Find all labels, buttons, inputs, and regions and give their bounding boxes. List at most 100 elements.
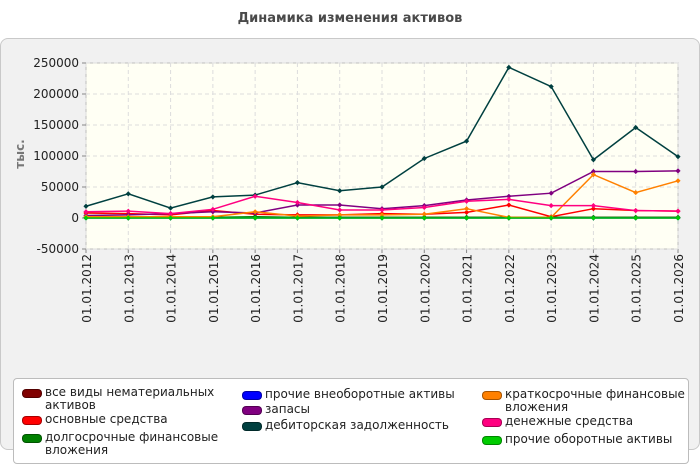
- legend-swatch: [242, 406, 262, 415]
- data-point: [379, 207, 385, 213]
- x-tick-label: 01.01.2013: [122, 254, 136, 323]
- data-point: [421, 204, 427, 211]
- data-point: [675, 154, 681, 160]
- data-point: [379, 215, 385, 221]
- data-point: [463, 209, 470, 216]
- legend-swatch: [482, 436, 502, 445]
- y-tick-label: 50000: [41, 180, 79, 194]
- x-tick-label: 01.01.2012: [80, 254, 94, 323]
- data-point: [83, 203, 89, 209]
- data-point: [590, 168, 597, 175]
- legend-item-fixed-assets: основные средства: [22, 413, 245, 426]
- legend-label: денежные средства: [505, 414, 634, 428]
- data-point: [506, 202, 512, 208]
- data-point: [506, 193, 512, 199]
- chart-title: Динамика изменения активов: [237, 11, 463, 26]
- data-point: [210, 194, 216, 200]
- data-point: [633, 215, 639, 221]
- x-tick-label: 01.01.2023: [545, 254, 559, 323]
- x-tick-label: 01.01.2016: [249, 254, 263, 323]
- data-point: [506, 64, 512, 70]
- y-tick-label: 0: [71, 211, 79, 225]
- x-tick-label: 01.01.2022: [503, 254, 517, 323]
- legend-item-receivables: дебиторская задолженность: [242, 419, 465, 432]
- legend-label: краткосрочные финансовые вложения: [505, 387, 685, 414]
- data-point: [675, 168, 681, 174]
- legend-item-long-term-investments: долгосрочные финансовые вложения: [22, 431, 245, 457]
- data-point: [633, 168, 639, 175]
- data-point: [548, 215, 554, 221]
- x-tick-label: 01.01.2025: [630, 254, 644, 323]
- data-point: [548, 83, 554, 90]
- data-point: [167, 211, 174, 217]
- data-point: [633, 189, 639, 196]
- data-point: [83, 215, 89, 221]
- y-tick-label: 100000: [33, 149, 79, 163]
- data-point: [83, 209, 89, 215]
- legend-swatch: [22, 434, 42, 443]
- data-point: [167, 205, 174, 211]
- data-point: [463, 206, 470, 212]
- legend-item-other-current: прочие оборотные активы: [482, 433, 700, 446]
- x-tick-label: 01.01.2019: [376, 254, 390, 323]
- data-point: [337, 215, 343, 221]
- y-tick-label: 200000: [33, 87, 79, 101]
- data-point: [590, 157, 597, 163]
- chart-frame: 01.01.2012 01.01.2013 01.01.2014 01.01.2015…: [0, 38, 700, 464]
- data-point: [167, 215, 174, 221]
- data-point: [421, 211, 427, 217]
- legend-label: долгосрочные финансовые вложения: [45, 430, 219, 457]
- data-point: [506, 215, 512, 221]
- x-tick-label: 01.01.2017: [291, 254, 305, 323]
- data-point: [675, 208, 681, 214]
- data-point: [210, 215, 216, 221]
- data-point: [590, 203, 597, 209]
- data-point: [633, 124, 639, 131]
- data-point: [379, 212, 385, 218]
- data-point: [421, 155, 427, 162]
- y-tick-label: -50000: [36, 242, 79, 256]
- data-point: [125, 208, 131, 214]
- data-point: [675, 215, 681, 221]
- x-tick-label: 01.01.2026: [672, 254, 686, 323]
- data-point: [590, 172, 597, 178]
- legend-label: основные средства: [45, 412, 168, 426]
- data-point: [125, 215, 131, 221]
- data-point: [633, 207, 639, 214]
- legend-swatch: [242, 422, 262, 431]
- legend-item-cash: денежные средства: [482, 415, 700, 428]
- legend-swatch: [22, 389, 42, 398]
- legend: все виды нематериальных активов основные…: [13, 378, 689, 464]
- y-tick-label: 150000: [33, 118, 79, 132]
- x-tick-label: 01.01.2018: [334, 254, 348, 323]
- data-point: [337, 188, 343, 194]
- data-point: [548, 190, 554, 196]
- data-point: [210, 206, 216, 212]
- y-tick-label: 250000: [33, 56, 79, 70]
- legend-swatch: [22, 416, 42, 425]
- x-tick-label: 01.01.2014: [165, 254, 179, 323]
- legend-item-inventory: запасы: [242, 403, 465, 416]
- x-tick-label: 01.01.2015: [207, 254, 221, 323]
- data-point: [337, 207, 343, 213]
- legend-swatch: [242, 391, 262, 400]
- data-point: [421, 215, 427, 221]
- data-point: [125, 191, 131, 197]
- legend-item-short-term-investments: краткосрочные финансовые вложения: [482, 388, 700, 414]
- data-point: [337, 212, 343, 218]
- data-point: [675, 178, 681, 184]
- x-tick-label: 01.01.2020: [418, 254, 432, 323]
- data-point: [463, 138, 470, 144]
- data-point: [294, 180, 301, 186]
- legend-label: запасы: [265, 402, 311, 416]
- data-point: [590, 206, 597, 212]
- data-point: [463, 215, 470, 221]
- x-tick-label: 01.01.2024: [587, 254, 601, 323]
- data-point: [590, 215, 597, 221]
- legend-label: дебиторская задолженность: [265, 418, 449, 432]
- data-point: [294, 199, 301, 206]
- data-point: [337, 202, 343, 208]
- legend-label: прочие внеоборотные активы: [265, 387, 455, 401]
- y-axis-label: тыс.: [13, 139, 27, 168]
- data-point: [463, 198, 470, 204]
